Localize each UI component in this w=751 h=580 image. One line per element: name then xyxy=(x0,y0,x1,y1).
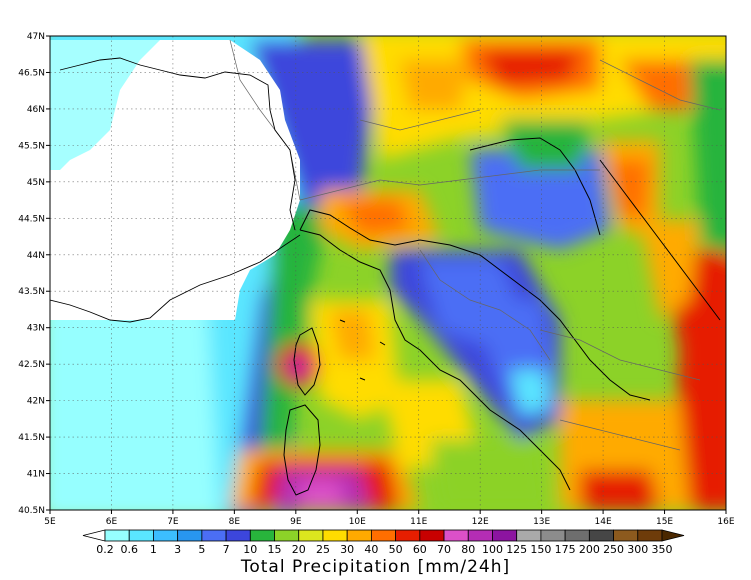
x-tick-label: 7E xyxy=(167,517,179,527)
colorbar-swatch xyxy=(637,529,663,542)
x-tick-label: 8E xyxy=(229,517,241,527)
y-tick-label: 42.5N xyxy=(18,360,45,370)
y-tick-label: 41.5N xyxy=(18,433,45,443)
y-tick-label: 43.5N xyxy=(18,287,45,297)
colorbar-swatch xyxy=(128,529,154,542)
y-tick-label: 43N xyxy=(27,324,45,334)
colorbar-label: 200 xyxy=(579,543,600,556)
x-tick-label: 9E xyxy=(290,517,302,527)
colorbar: 0.2 0.6 1 3 5 7 10 15 20 25 30 40 50 60 70 80 100 125 150 1… xyxy=(82,529,685,556)
colorbar-label: 150 xyxy=(530,543,551,556)
colorbar-label: 7 xyxy=(223,543,230,556)
colorbar-swatch xyxy=(516,529,542,542)
colorbar-label: 1 xyxy=(150,543,157,556)
x-tick-label: 13E xyxy=(533,517,550,527)
y-tick-label: 45N xyxy=(27,178,45,188)
x-tick-label: 11E xyxy=(410,517,427,527)
colorbar-label: 30 xyxy=(340,543,354,556)
x-axis-ticks: 5E 6E 7E 8E 9E 10E 11E 12E 13E 14E 15E 16E xyxy=(44,510,735,527)
x-tick-label: 12E xyxy=(472,517,489,527)
x-tick-label: 14E xyxy=(595,517,612,527)
colorbar-swatch xyxy=(346,529,372,542)
colorbar-swatch xyxy=(419,529,445,542)
france-border xyxy=(50,57,301,323)
colorbar-swatch xyxy=(249,529,275,542)
y-tick-label: 44N xyxy=(27,251,45,261)
colorbar-title: Total Precipitation [mm/24h] xyxy=(240,557,511,577)
colorbar-label: 80 xyxy=(461,543,475,556)
colorbar-label: 40 xyxy=(364,543,378,556)
x-tick-label: 15E xyxy=(656,517,673,527)
colorbar-label: 25 xyxy=(316,543,330,556)
colorbar-label: 60 xyxy=(413,543,427,556)
colorbar-label: 0.6 xyxy=(120,543,138,556)
plot-frame xyxy=(49,35,727,511)
grid-lines xyxy=(50,36,726,510)
colorbar-label: 100 xyxy=(482,543,503,556)
colorbar-swatch xyxy=(274,529,300,542)
colorbar-label: 3 xyxy=(174,543,181,556)
y-axis-ticks: 47N 46.5N 46N 45.5N 45N 44.5N 44N 43.5N 43N 42.5N… xyxy=(18,32,50,516)
x-tick-label: 10E xyxy=(349,517,366,527)
colorbar-swatch xyxy=(588,529,614,542)
y-tick-label: 46.5N xyxy=(18,68,45,78)
colorbar-label: 70 xyxy=(437,543,451,556)
x-tick-label: 16E xyxy=(717,517,734,527)
x-tick-label: 6E xyxy=(106,517,118,527)
y-tick-label: 45.5N xyxy=(18,141,45,151)
colorbar-swatch xyxy=(492,529,518,542)
y-tick-label: 47N xyxy=(27,32,45,42)
colorbar-max-arrow xyxy=(661,529,685,542)
colorbar-label: 125 xyxy=(506,543,527,556)
colorbar-label: 250 xyxy=(603,543,624,556)
precipitation-field xyxy=(50,36,726,510)
y-tick-label: 44.5N xyxy=(18,214,45,224)
colorbar-label: 20 xyxy=(292,543,306,556)
y-tick-label: 46N xyxy=(27,105,45,115)
colorbar-swatch xyxy=(225,529,251,542)
colorbar-swatch xyxy=(443,529,469,542)
colorbar-label: 300 xyxy=(627,543,648,556)
y-tick-label: 40.5N xyxy=(18,506,45,516)
colorbar-label: 10 xyxy=(243,543,257,556)
colorbar-swatch xyxy=(395,529,421,542)
colorbar-label: 0.2 xyxy=(96,543,114,556)
colorbar-label: 5 xyxy=(198,543,205,556)
colorbar-swatch xyxy=(298,529,324,542)
colorbar-label: 15 xyxy=(268,543,282,556)
colorbar-label: 350 xyxy=(652,543,673,556)
colorbar-swatch xyxy=(153,529,179,542)
colorbar-swatch xyxy=(201,529,227,542)
colorbar-label: 175 xyxy=(555,543,576,556)
country-borders xyxy=(283,137,721,496)
colorbar-label: 50 xyxy=(389,543,403,556)
y-tick-label: 41N xyxy=(27,470,45,480)
y-tick-label: 42N xyxy=(27,397,45,407)
colorbar-swatch xyxy=(322,529,348,542)
colorbar-swatch xyxy=(540,529,566,542)
colorbar-swatch xyxy=(370,529,397,542)
x-tick-label: 5E xyxy=(44,517,56,527)
colorbar-swatch xyxy=(564,529,590,542)
colorbar-swatch xyxy=(613,529,639,542)
regional-borders xyxy=(229,39,721,451)
colorbar-swatch xyxy=(104,529,130,542)
colorbar-min-arrow xyxy=(82,529,106,542)
colorbar-swatch xyxy=(177,529,203,542)
colorbar-swatch xyxy=(467,529,493,542)
